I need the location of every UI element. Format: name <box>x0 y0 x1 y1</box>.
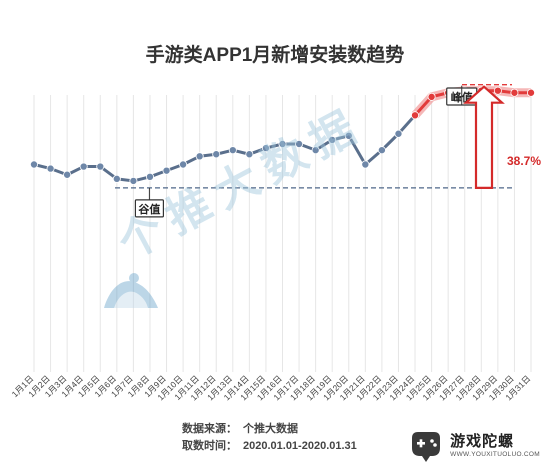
data-point <box>129 176 138 185</box>
x-axis-ticks: 1月1日1月2日1月3日1月4日1月5日1月6日1月7日1月8日1月9日1月10… <box>10 373 533 402</box>
data-point <box>112 174 121 183</box>
data-point <box>328 135 337 144</box>
data-point <box>179 160 188 169</box>
data-point <box>63 170 72 179</box>
data-point <box>96 162 105 171</box>
valley-label: 谷值 <box>138 202 160 216</box>
data-point <box>261 144 270 153</box>
data-point <box>245 150 254 159</box>
data-point <box>228 146 237 155</box>
data-point <box>145 172 154 181</box>
data-point <box>344 131 353 140</box>
brand-name: 游戏陀螺 <box>450 433 515 450</box>
data-point <box>212 150 221 159</box>
gamepad-logo-icon <box>412 432 441 462</box>
data-point <box>278 139 287 148</box>
data-source-line: 数据来源： 个推大数据 <box>182 420 298 436</box>
data-source-value: 个推大数据 <box>243 423 298 435</box>
increase-percent-label: 38.7% <box>507 154 541 168</box>
data-point <box>493 86 502 95</box>
data-point <box>195 152 204 161</box>
data-point <box>510 88 519 97</box>
data-point <box>394 129 403 138</box>
data-point <box>162 166 171 175</box>
date-range-key: 取数时间： <box>182 440 237 452</box>
data-point <box>29 160 38 169</box>
data-point <box>527 88 536 97</box>
data-point <box>46 164 55 173</box>
date-range-value: 2020.01.01-2020.01.31 <box>243 440 357 452</box>
valley-label-box <box>134 199 164 218</box>
data-point <box>311 146 320 155</box>
data-point <box>79 162 88 171</box>
chart-title: 手游类APP1月新增安装数趋势 <box>145 45 405 66</box>
data-point <box>295 139 304 148</box>
data-source-key: 数据来源： <box>182 423 237 435</box>
data-point <box>411 111 420 120</box>
data-point <box>361 160 370 169</box>
data-point <box>427 92 436 101</box>
watermark-logo-icon <box>104 273 158 308</box>
date-range-line: 取数时间： 2020.01.01-2020.01.31 <box>182 437 357 453</box>
brand-url: WWW.YOUXITUOLUO.COM <box>450 451 540 458</box>
annotation-lines <box>115 84 512 189</box>
increase-arrow <box>463 85 505 189</box>
data-point <box>377 146 386 155</box>
brand-badge: 游戏陀螺 WWW.YOUXITUOLUO.COM <box>406 424 540 464</box>
